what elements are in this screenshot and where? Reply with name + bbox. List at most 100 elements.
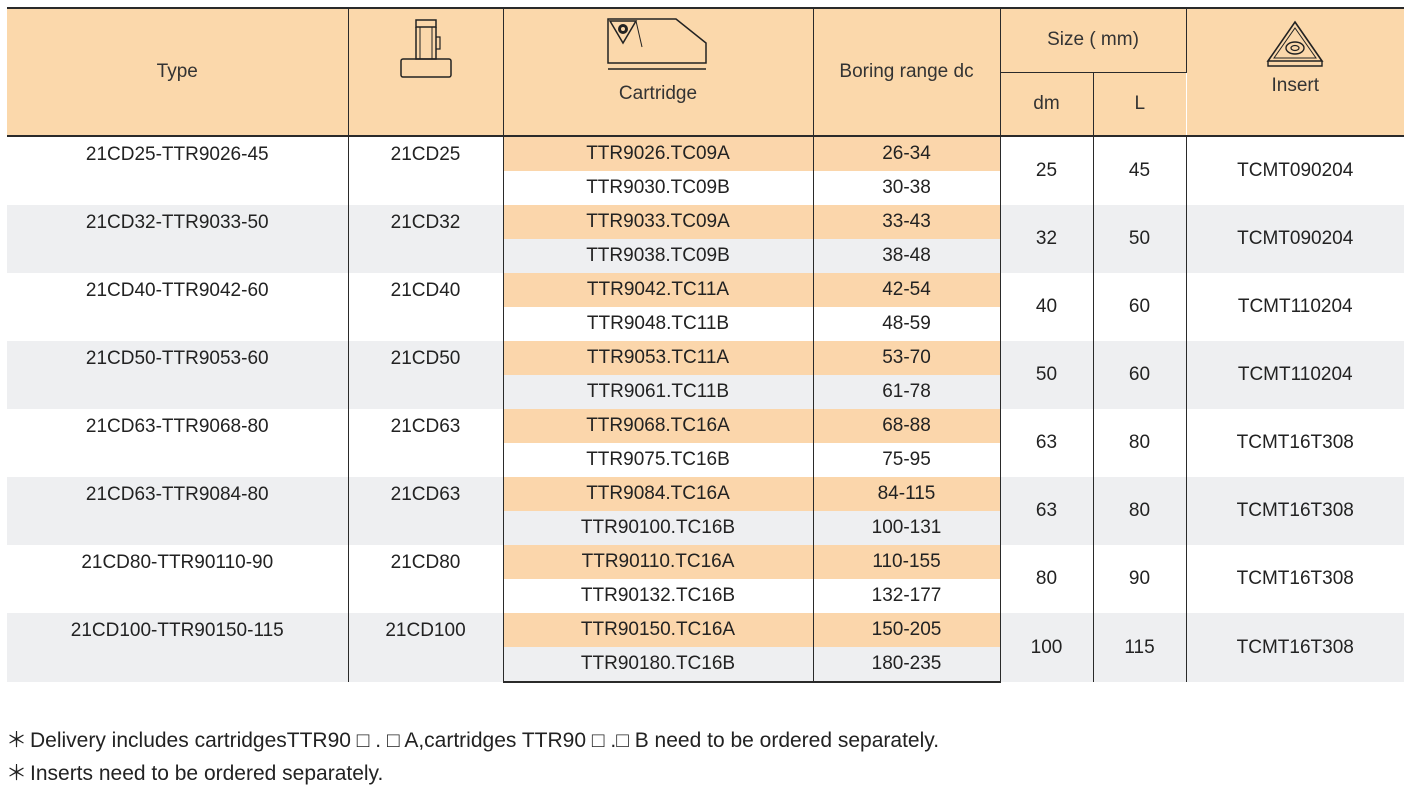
table-row: 21CD40-TTR9042-60 21CD40 TTR9042.TC11A 4… xyxy=(7,273,1404,341)
note-delivery-text: Delivery includes cartridgesTTR90 □ . □ … xyxy=(30,729,940,752)
table-row: TTR9038.TC09B 38-48 xyxy=(7,239,1404,273)
header-cartridge: Cartridge xyxy=(503,7,814,137)
table-row: TTR90100.TC16B 100-131 xyxy=(7,511,1404,545)
holder-cell: 21CD63 xyxy=(348,477,504,545)
header-size: Size ( mm) xyxy=(1000,7,1187,73)
l-cell: 80 xyxy=(1093,477,1187,545)
dm-cell: 50 xyxy=(1000,341,1094,409)
l-cell: 45 xyxy=(1093,136,1187,205)
type-cell: 21CD40-TTR9042-60 xyxy=(7,273,349,341)
holder-cell: 21CD100 xyxy=(348,613,504,682)
cartridge-b-cell: TTR90180.TC16B xyxy=(503,647,814,683)
product-table: Type Ca xyxy=(7,7,1404,683)
cartridge-b-cell: TTR9048.TC11B xyxy=(503,307,814,341)
range-b-cell: 132-177 xyxy=(813,579,1001,613)
holder-cell: 21CD32 xyxy=(348,205,504,273)
holder-cell: 21CD40 xyxy=(348,273,504,341)
cartridge-a-cell: TTR9084.TC16A xyxy=(503,477,814,511)
holder-icon xyxy=(399,19,452,78)
cartridge-a-cell: TTR9042.TC11A xyxy=(503,273,814,307)
insert-icon xyxy=(1266,20,1324,67)
l-cell: 90 xyxy=(1093,545,1187,613)
range-b-cell: 75-95 xyxy=(813,443,1001,477)
cartridge-a-cell: TTR9026.TC09A xyxy=(503,136,814,171)
note-bullet: ＊ xyxy=(6,729,27,752)
table-row: TTR90132.TC16B 132-177 xyxy=(7,579,1404,613)
table-row: TTR9048.TC11B 48-59 xyxy=(7,307,1404,341)
header-insert-label: Insert xyxy=(1271,75,1320,96)
dm-cell: 25 xyxy=(1000,136,1094,205)
dm-cell: 100 xyxy=(1000,613,1094,682)
table-row: 21CD32-TTR9033-50 21CD32 TTR9033.TC09A 3… xyxy=(7,205,1404,273)
table-row: 21CD25-TTR9026-45 21CD25 TTR9026.TC09A 2… xyxy=(7,136,1404,205)
dm-cell: 63 xyxy=(1000,409,1094,477)
type-cell: 21CD25-TTR9026-45 xyxy=(7,136,349,205)
range-b-cell: 48-59 xyxy=(813,307,1001,341)
cartridge-b-cell: TTR9075.TC16B xyxy=(503,443,814,477)
l-cell: 60 xyxy=(1093,341,1187,409)
table-row: 21CD63-TTR9068-80 21CD63 TTR9068.TC16A 6… xyxy=(7,409,1404,477)
header-dm-label: dm xyxy=(1033,92,1060,114)
l-cell: 60 xyxy=(1093,273,1187,341)
range-a-cell: 42-54 xyxy=(813,273,1001,307)
holder-cell: 21CD63 xyxy=(348,409,504,477)
note-bullet: ＊ xyxy=(6,762,27,785)
note-inserts: ＊ Inserts need to be ordered separately. xyxy=(6,757,383,787)
type-cell: 21CD63-TTR9068-80 xyxy=(7,409,349,477)
header-size-label: Size ( mm) xyxy=(1047,29,1139,51)
range-b-cell: 61-78 xyxy=(813,375,1001,409)
range-b-cell: 180-235 xyxy=(813,647,1001,683)
insert-cell: TCMT16T308 xyxy=(1186,613,1404,682)
table-row: TTR9075.TC16B 75-95 xyxy=(7,443,1404,477)
insert-cell: TCMT110204 xyxy=(1186,341,1404,409)
cartridge-b-cell: TTR9061.TC11B xyxy=(503,375,814,409)
range-a-cell: 53-70 xyxy=(813,341,1001,375)
header-holder xyxy=(348,7,504,137)
header-cartridge-label: Cartridge xyxy=(618,83,698,104)
insert-cell: TCMT090204 xyxy=(1186,136,1404,205)
dm-cell: 80 xyxy=(1000,545,1094,613)
type-cell: 21CD100-TTR90150-115 xyxy=(7,613,349,682)
table-row: 21CD50-TTR9053-60 21CD50 TTR9053.TC11A 5… xyxy=(7,341,1404,409)
table-row: TTR9061.TC11B 61-78 xyxy=(7,375,1404,409)
header-type-label: Type xyxy=(156,61,198,82)
holder-cell: 21CD80 xyxy=(348,545,504,613)
table-row: 21CD63-TTR9084-80 21CD63 TTR9084.TC16A 8… xyxy=(7,477,1404,545)
insert-cell: TCMT110204 xyxy=(1186,273,1404,341)
l-cell: 80 xyxy=(1093,409,1187,477)
range-a-cell: 150-205 xyxy=(813,613,1001,647)
insert-cell: TCMT16T308 xyxy=(1186,545,1404,613)
insert-cell: TCMT090204 xyxy=(1186,205,1404,273)
range-b-cell: 30-38 xyxy=(813,171,1001,205)
header-boring-range-label: Boring range dc xyxy=(839,61,974,82)
cartridge-icon xyxy=(607,18,707,70)
note-inserts-text: Inserts need to be ordered separately. xyxy=(30,762,384,785)
l-cell: 115 xyxy=(1093,613,1187,682)
range-a-cell: 26-34 xyxy=(813,136,1001,171)
header-insert: Insert xyxy=(1186,7,1404,137)
type-cell: 21CD32-TTR9033-50 xyxy=(7,205,349,273)
dm-cell: 40 xyxy=(1000,273,1094,341)
cartridge-b-cell: TTR90100.TC16B xyxy=(503,511,814,545)
cartridge-a-cell: TTR9053.TC11A xyxy=(503,341,814,375)
holder-cell: 21CD50 xyxy=(348,341,504,409)
cartridge-a-cell: TTR9068.TC16A xyxy=(503,409,814,443)
cartridge-b-cell: TTR9030.TC09B xyxy=(503,171,814,205)
range-b-cell: 38-48 xyxy=(813,239,1001,273)
cartridge-b-cell: TTR9038.TC09B xyxy=(503,239,814,273)
dm-cell: 32 xyxy=(1000,205,1094,273)
table-row: TTR9030.TC09B 30-38 xyxy=(7,171,1404,205)
type-cell: 21CD80-TTR90110-90 xyxy=(7,545,349,613)
cartridge-a-cell: TTR9033.TC09A xyxy=(503,205,814,239)
holder-cell: 21CD25 xyxy=(348,136,504,205)
table-row: 21CD80-TTR90110-90 21CD80 TTR90110.TC16A… xyxy=(7,545,1404,613)
l-cell: 50 xyxy=(1093,205,1187,273)
range-a-cell: 110-155 xyxy=(813,545,1001,579)
header-dm: dm xyxy=(1000,72,1094,137)
range-b-cell: 100-131 xyxy=(813,511,1001,545)
dm-cell: 63 xyxy=(1000,477,1094,545)
table-row: TTR90180.TC16B 180-235 xyxy=(7,647,1404,683)
type-cell: 21CD63-TTR9084-80 xyxy=(7,477,349,545)
header-type: Type xyxy=(7,7,349,137)
header-l: L xyxy=(1093,72,1186,137)
